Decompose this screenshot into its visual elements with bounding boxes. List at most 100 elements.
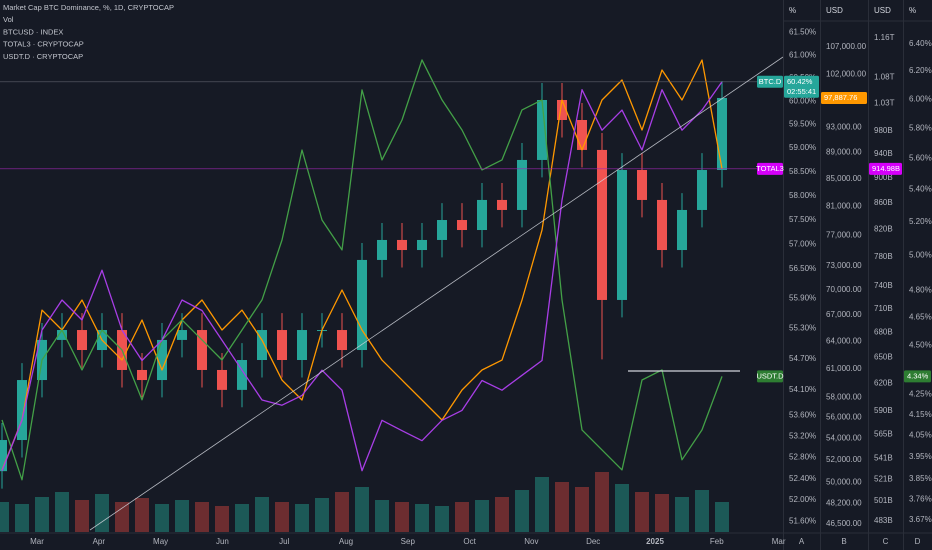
y-tick-label: 3.85% [909, 474, 932, 483]
volume-bar [195, 502, 209, 532]
volume-bar [595, 472, 609, 532]
y-tick-label: 6.40% [909, 39, 932, 48]
axis-letter: C [883, 537, 889, 546]
y-tick-label: 5.40% [909, 184, 932, 193]
last-value-label: 914.98B [872, 164, 900, 173]
y-tick-label: 53.60% [789, 411, 816, 420]
y-tick-label: 77,000.00 [826, 230, 862, 239]
x-tick-label: Apr [93, 537, 106, 546]
y-tick-label: 67,000.00 [826, 310, 862, 319]
candle-body [157, 339, 167, 381]
axis-unit: % [909, 6, 916, 15]
x-tick-label: Dec [586, 537, 600, 546]
candle-body [517, 159, 527, 210]
volume-bar [0, 502, 9, 532]
volume-bar [655, 494, 669, 532]
volume-bar [395, 502, 409, 532]
y-tick-label: 980B [874, 126, 893, 135]
volume-bar [175, 500, 189, 532]
y-tick-label: 620B [874, 379, 893, 388]
candle-body [717, 97, 727, 171]
y-tick-label: 4.80% [909, 285, 932, 294]
y-tick-label: 54.10% [789, 385, 816, 394]
candle-body [0, 440, 7, 472]
candle-body [637, 170, 647, 200]
y-tick-label: 54,000.00 [826, 434, 862, 443]
candle-body [237, 360, 247, 390]
volume-bar [95, 494, 109, 532]
candle-body [657, 199, 667, 251]
y-tick-label: 501B [874, 496, 893, 505]
y-tick-label: 57.50% [789, 215, 816, 224]
y-tick-label: 780B [874, 252, 893, 261]
x-tick-label: 2025 [646, 537, 664, 546]
y-tick-label: 1.16T [874, 33, 895, 42]
candle-body [397, 239, 407, 251]
candle-body [697, 170, 707, 210]
candle-body [357, 259, 367, 351]
axis-letter: D [915, 537, 921, 546]
axis-column [868, 0, 903, 550]
last-value-label: 97,887.76 [824, 93, 857, 102]
y-tick-label: 3.76% [909, 494, 932, 503]
candle-body [57, 330, 67, 340]
y-tick-label: 60.00% [789, 96, 816, 105]
y-tick-label: 53.20% [789, 432, 816, 441]
last-value-label: 60.42% [787, 77, 813, 86]
candle-body [537, 99, 547, 160]
volume-bar [115, 502, 129, 532]
y-tick-label: 4.25% [909, 389, 932, 398]
y-tick-label: 61.50% [789, 28, 816, 37]
volume-bar [615, 484, 629, 532]
y-tick-label: 58,000.00 [826, 393, 862, 402]
y-tick-label: 59.50% [789, 120, 816, 129]
y-tick-label: 85,000.00 [826, 174, 862, 183]
volume-bar [515, 490, 529, 532]
y-tick-label: 3.67% [909, 515, 932, 524]
candle-body [17, 380, 27, 441]
candle-body [437, 220, 447, 240]
y-tick-label: 58.00% [789, 191, 816, 200]
volume-bar [295, 504, 309, 532]
price-axes: %A61.50%61.00%60.50%60.00%59.50%59.00%58… [783, 0, 932, 550]
volume-bar [475, 500, 489, 532]
candle-body [617, 170, 627, 300]
candle-body [137, 369, 147, 381]
series-badge [757, 370, 783, 383]
y-tick-label: 107,000.00 [826, 42, 867, 51]
last-value-badge [869, 162, 902, 175]
candle-body [597, 149, 607, 300]
y-tick-label: 46,500.00 [826, 519, 862, 528]
series-line [1, 81, 723, 472]
x-tick-label: Mar [30, 537, 44, 546]
y-tick-label: 57.00% [789, 239, 816, 248]
y-tick-label: 48,200.00 [826, 499, 862, 508]
y-tick-label: 565B [874, 430, 893, 439]
y-tick-label: 89,000.00 [826, 148, 862, 157]
legend-entry: BTCUSD · INDEX [3, 27, 63, 36]
y-tick-label: 5.80% [909, 123, 932, 132]
y-tick-label: 3.95% [909, 452, 932, 461]
y-tick-label: 64,000.00 [826, 336, 862, 345]
candle-body [297, 330, 307, 361]
series-badge-label: TOTAL3 [756, 164, 784, 173]
volume-bar [255, 497, 269, 532]
axis-column [903, 0, 932, 550]
y-tick-label: 5.60% [909, 153, 932, 162]
y-tick-label: 81,000.00 [826, 201, 862, 210]
y-tick-label: 4.50% [909, 341, 932, 350]
y-tick-label: 61.00% [789, 50, 816, 59]
axis-unit: % [789, 6, 796, 15]
axis-column [820, 0, 868, 550]
volume-bar [695, 490, 709, 532]
y-tick-label: 73,000.00 [826, 261, 862, 270]
candle-body [277, 330, 287, 361]
volume-bar [415, 504, 429, 532]
last-value-badge [904, 370, 931, 383]
last-value-label: 4.34% [907, 371, 929, 380]
y-tick-label: 483B [874, 516, 893, 525]
candle-body [177, 330, 187, 340]
y-tick-label: 56.50% [789, 264, 816, 273]
